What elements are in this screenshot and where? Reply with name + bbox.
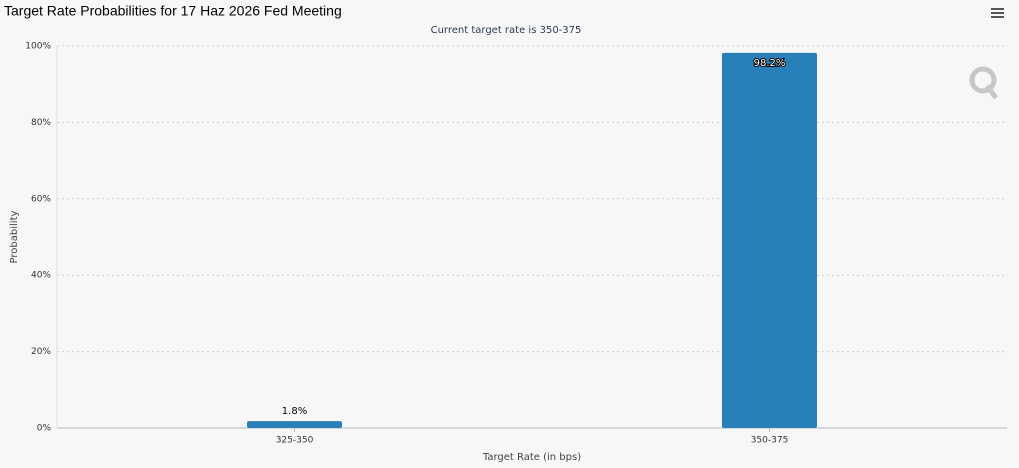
menu-bar[interactable] [991,16,1004,18]
menu-bar[interactable] [991,12,1004,14]
y-axis-title: Probability [9,210,20,263]
y-tick-label: 100% [25,42,51,52]
x-tick-label: 350-375 [751,436,789,446]
bar [247,421,342,428]
menu-bar[interactable] [991,8,1004,10]
x-axis-title: Target Rate (in bps) [482,452,581,463]
y-tick-label: 20% [31,347,51,357]
data-label: 98.2% [754,58,786,69]
logo-tail [985,84,998,100]
x-tick-label: 325-350 [276,436,314,446]
data-label: 1.8% [282,406,307,417]
logo-ring [969,66,997,94]
y-tick-label: 80% [31,118,51,128]
y-tick-label: 60% [31,194,51,204]
bar [722,52,817,428]
y-tick-label: 0% [37,424,52,434]
chart-title: Target Rate Probabilities for 17 Haz 202… [4,3,342,19]
watermark-logo [969,66,998,100]
menu-button[interactable] [991,8,1004,18]
chart-subtitle: Current target rate is 350-375 [431,25,582,36]
y-tick-label: 40% [31,271,51,281]
